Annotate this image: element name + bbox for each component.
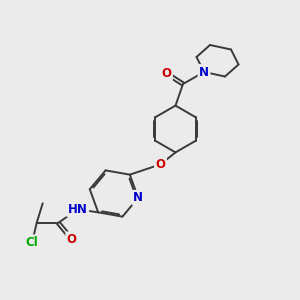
Text: HN: HN — [68, 203, 88, 216]
Text: N: N — [199, 65, 209, 79]
Text: O: O — [155, 158, 166, 171]
Text: O: O — [161, 67, 172, 80]
Text: Cl: Cl — [26, 236, 39, 249]
Text: N: N — [133, 191, 143, 204]
Text: O: O — [67, 233, 77, 246]
